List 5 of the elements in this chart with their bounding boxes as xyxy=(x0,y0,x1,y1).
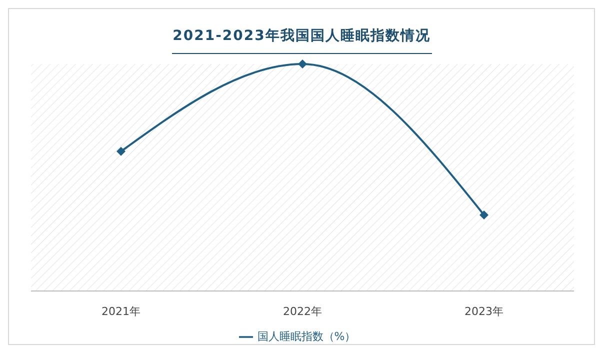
x-tick-label: 2022年 xyxy=(283,304,322,318)
chart-title: 2021-2023年我国国人睡眠指数情况 xyxy=(172,27,432,45)
legend-label: 国人睡眠指数（%） xyxy=(257,330,356,343)
x-tick-label: 2023年 xyxy=(464,304,504,318)
x-tick-label: 2021年 xyxy=(102,304,140,318)
